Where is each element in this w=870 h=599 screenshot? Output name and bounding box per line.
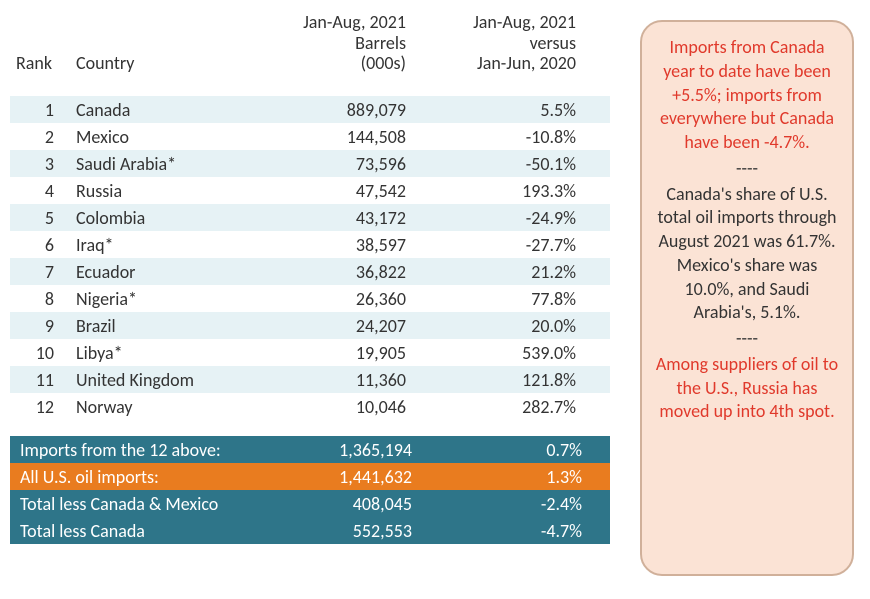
header-country: Country [70,53,260,74]
table-body: 1Canada889,0795.5%2Mexico144,508-10.8%3S… [10,96,610,420]
cell-rank: 2 [10,126,70,148]
cell-country: Canada [70,99,260,121]
summary-label: Total less Canada & Mexico [10,493,266,515]
cell-change: 77.8% [430,288,600,310]
summary-label: Imports from the 12 above: [10,439,266,461]
table-row: 8Nigeria*26,36077.8% [10,285,610,312]
summary-row: Total less Canada552,553-4.7% [10,517,610,544]
cell-country: Norway [70,396,260,418]
cell-change: 282.7% [430,396,600,418]
cell-change: -27.7% [430,234,600,256]
table-row: 10Libya*19,905539.0% [10,339,610,366]
cell-rank: 11 [10,369,70,391]
cell-barrels: 43,172 [260,207,430,229]
cell-country: Saudi Arabia* [70,153,260,175]
summary-barrels: 408,045 [266,493,436,515]
cell-barrels: 47,542 [260,180,430,202]
cell-rank: 12 [10,396,70,418]
cell-change: -10.8% [430,126,600,148]
cell-change: 20.0% [430,315,600,337]
summary-barrels: 1,441,632 [266,466,436,488]
cell-change: 193.3% [430,180,600,202]
cell-barrels: 36,822 [260,261,430,283]
cell-country: Colombia [70,207,260,229]
cell-rank: 5 [10,207,70,229]
cell-change: 121.8% [430,369,600,391]
cell-change: 539.0% [430,342,600,364]
cell-country: Russia [70,180,260,202]
table-row: 7Ecuador36,82221.2% [10,258,610,285]
summary-row: Total less Canada & Mexico408,045-2.4% [10,490,610,517]
table-row: 2Mexico144,508-10.8% [10,123,610,150]
table-row: 9Brazil24,20720.0% [10,312,610,339]
cell-barrels: 889,079 [260,99,430,121]
table-row: 4Russia47,542193.3% [10,177,610,204]
summary-change: -2.4% [436,493,606,515]
table-header-row: Rank Country Jan-Aug, 2021 Barrels (000s… [10,12,610,78]
callout-p1: Imports from Canada year to date have be… [652,36,842,155]
cell-change: -50.1% [430,153,600,175]
summary-barrels: 1,365,194 [266,439,436,461]
table-row: 1Canada889,0795.5% [10,96,610,123]
summary-label: All U.S. oil imports: [10,466,266,488]
summary-label: Total less Canada [10,520,266,542]
summary-row: All U.S. oil imports:1,441,6321.3% [10,463,610,490]
cell-barrels: 144,508 [260,126,430,148]
cell-rank: 1 [10,99,70,121]
summary-row: Imports from the 12 above:1,365,1940.7% [10,436,610,463]
summary-change: -4.7% [436,520,606,542]
cell-barrels: 38,597 [260,234,430,256]
cell-change: 21.2% [430,261,600,283]
table-row: 11United Kingdom11,360121.8% [10,366,610,393]
callout-sep2: ---- [652,327,842,351]
cell-country: Nigeria* [70,288,260,310]
header-change: Jan-Aug, 2021 versus Jan-Jun, 2020 [430,12,600,74]
cell-barrels: 26,360 [260,288,430,310]
callout-p2: Canada's share of U.S. total oil imports… [652,183,842,326]
cell-country: Brazil [70,315,260,337]
cell-country: Iraq* [70,234,260,256]
cell-barrels: 19,905 [260,342,430,364]
cell-change: -24.9% [430,207,600,229]
summary-change: 0.7% [436,439,606,461]
callout-p3: Among suppliers of oil to the U.S., Russ… [652,353,842,424]
summary-barrels: 552,553 [266,520,436,542]
callout-box: Imports from Canada year to date have be… [640,20,854,576]
table-row: 5Colombia43,172-24.9% [10,204,610,231]
imports-table: Rank Country Jan-Aug, 2021 Barrels (000s… [10,12,610,544]
cell-rank: 7 [10,261,70,283]
cell-rank: 4 [10,180,70,202]
cell-change: 5.5% [430,99,600,121]
header-barrels: Jan-Aug, 2021 Barrels (000s) [260,12,430,74]
cell-rank: 9 [10,315,70,337]
table-row: 3Saudi Arabia*73,596-50.1% [10,150,610,177]
cell-country: Mexico [70,126,260,148]
cell-rank: 6 [10,234,70,256]
cell-country: Libya* [70,342,260,364]
table-row: 6Iraq*38,597-27.7% [10,231,610,258]
cell-country: United Kingdom [70,369,260,391]
cell-barrels: 24,207 [260,315,430,337]
table-row: 12Norway10,046282.7% [10,393,610,420]
summary-change: 1.3% [436,466,606,488]
header-rank: Rank [10,53,70,74]
cell-country: Ecuador [70,261,260,283]
callout-sep1: ---- [652,157,842,181]
cell-barrels: 10,046 [260,396,430,418]
cell-barrels: 73,596 [260,153,430,175]
cell-rank: 10 [10,342,70,364]
cell-barrels: 11,360 [260,369,430,391]
cell-rank: 8 [10,288,70,310]
summary-section: Imports from the 12 above:1,365,1940.7%A… [10,436,610,544]
cell-rank: 3 [10,153,70,175]
